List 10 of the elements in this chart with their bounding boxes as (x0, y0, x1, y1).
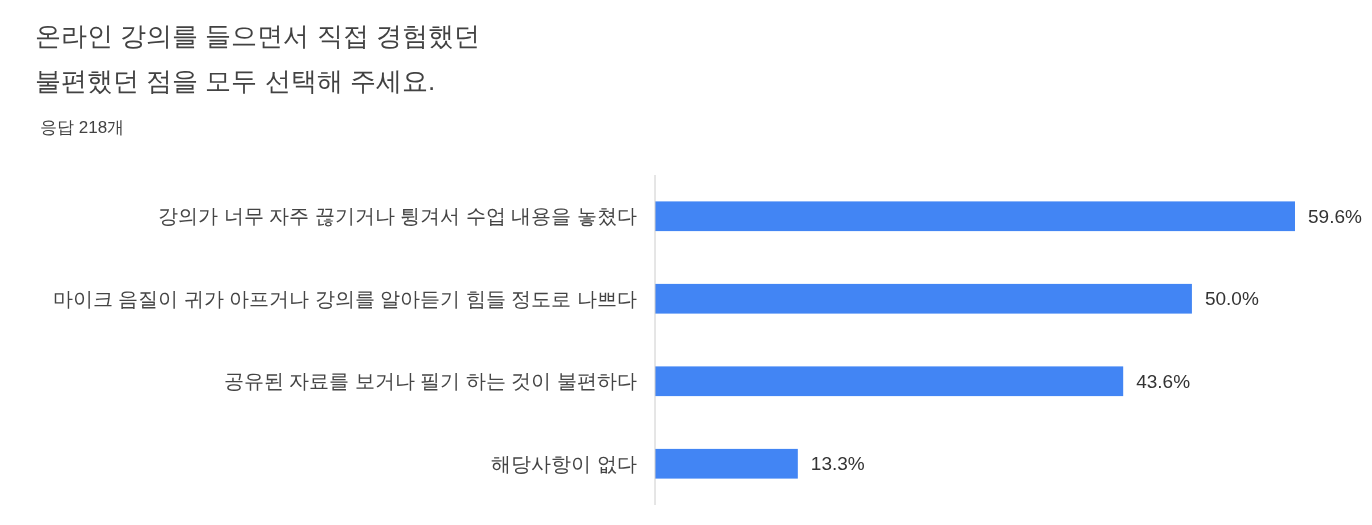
category-label: 해당사항이 없다 (491, 452, 637, 475)
value-label: 59.6% (1308, 205, 1362, 227)
value-label: 43.6% (1136, 370, 1191, 392)
title: 온라인 강의를 들으면서 직접 경험했던 불편했던 점을 모두 선택해 주세요. (35, 20, 481, 98)
category-label: 마이크 음질이 귀가 아프거나 강의를 알아듣기 힘들 정도로 나쁘다 (52, 287, 637, 310)
subtitle: 응답 218개 (40, 117, 125, 139)
category-label: 공유된 자료를 보거나 필기 하는 것이 불편하다 (223, 370, 637, 393)
value-label: 13.3% (810, 453, 865, 475)
value-label: 50.0% (1204, 288, 1259, 310)
category-label: 강의가 너무 자주 끊기거나 튕겨서 수업 내용을 놓쳤다 (158, 205, 637, 228)
